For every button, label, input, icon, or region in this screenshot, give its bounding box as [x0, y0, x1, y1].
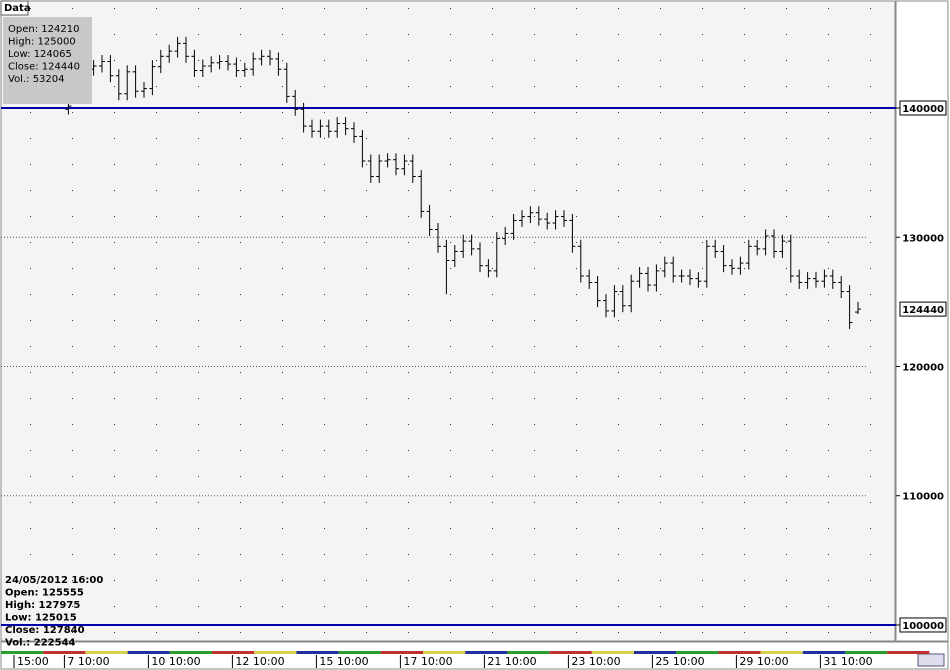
info-line: Open: 124210: [8, 24, 79, 35]
x-tick-label: 23 10:00: [571, 655, 620, 668]
session-strip: [43, 651, 86, 654]
session-strip: [507, 651, 550, 654]
session-strip: [169, 651, 212, 654]
x-tick-label: 10 10:00: [151, 655, 200, 668]
session-strip: [212, 651, 255, 654]
cursor-line: Low: 125015: [5, 613, 77, 624]
time-axis: [0, 641, 949, 670]
session-strip: [254, 651, 297, 654]
info-box: [3, 17, 92, 104]
session-strip: [549, 651, 592, 654]
info-line: Close: 124440: [8, 62, 80, 73]
x-tick-label: 7 10:00: [67, 655, 109, 668]
session-strip: [465, 651, 508, 654]
price-axis: [895, 0, 949, 642]
y-tick-label: 100000: [902, 621, 944, 632]
corner-button[interactable]: [917, 653, 945, 667]
y-tick-label: 110000: [902, 492, 944, 503]
x-tick-label: 29 10:00: [739, 655, 788, 668]
session-strip: [845, 651, 888, 654]
x-tick-label: 15:00: [17, 655, 49, 668]
session-strip: [423, 651, 466, 654]
session-strip: [676, 651, 719, 654]
last-price-label: 124440: [902, 305, 944, 316]
info-line: High: 125000: [8, 37, 76, 48]
x-tick-label: 31 10:00: [823, 655, 872, 668]
session-strip: [127, 651, 170, 654]
last-price-box: [899, 301, 947, 317]
session-strip: [1, 651, 44, 654]
x-tick-label: 17 10:00: [403, 655, 452, 668]
session-strip: [85, 651, 128, 654]
cursor-line: Close: 127840: [5, 625, 85, 636]
y-tick-label: 120000: [902, 362, 944, 373]
y-tick-label: 140000: [902, 104, 944, 115]
session-strip: [338, 651, 381, 654]
session-strip: [887, 651, 930, 654]
data-tab[interactable]: [0, 0, 29, 16]
session-strip: [634, 651, 677, 654]
cursor-line: 24/05/2012 16:00: [5, 575, 103, 586]
session-strip: [380, 651, 423, 654]
cursor-line: High: 127975: [5, 600, 80, 611]
data-tab-label: Data: [4, 3, 31, 14]
y-tick-label: 130000: [902, 233, 944, 244]
plot: [1, 36, 896, 626]
session-strip: [296, 651, 339, 654]
info-line: Low: 124065: [8, 49, 72, 60]
x-tick-label: 15 10:00: [319, 655, 368, 668]
x-tick-label: 25 10:00: [655, 655, 704, 668]
session-strip: [802, 651, 845, 654]
x-tick-label: 21 10:00: [487, 655, 536, 668]
info-line: Vol.: 53204: [8, 74, 65, 85]
session-strip: [718, 651, 761, 654]
tick-label-box: [899, 100, 947, 116]
cursor-line: Vol.: 222544: [5, 638, 76, 649]
cursor-line: Open: 125555: [5, 588, 84, 599]
tick-label-box: [899, 617, 947, 633]
session-strip: [591, 651, 634, 654]
session-strip: [760, 651, 803, 654]
x-tick-label: 12 10:00: [235, 655, 284, 668]
